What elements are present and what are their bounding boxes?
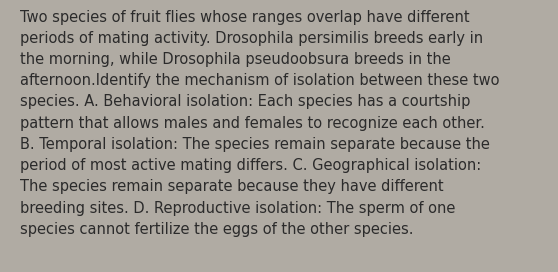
Text: Two species of fruit flies whose ranges overlap have different
periods of mating: Two species of fruit flies whose ranges … bbox=[20, 10, 499, 237]
